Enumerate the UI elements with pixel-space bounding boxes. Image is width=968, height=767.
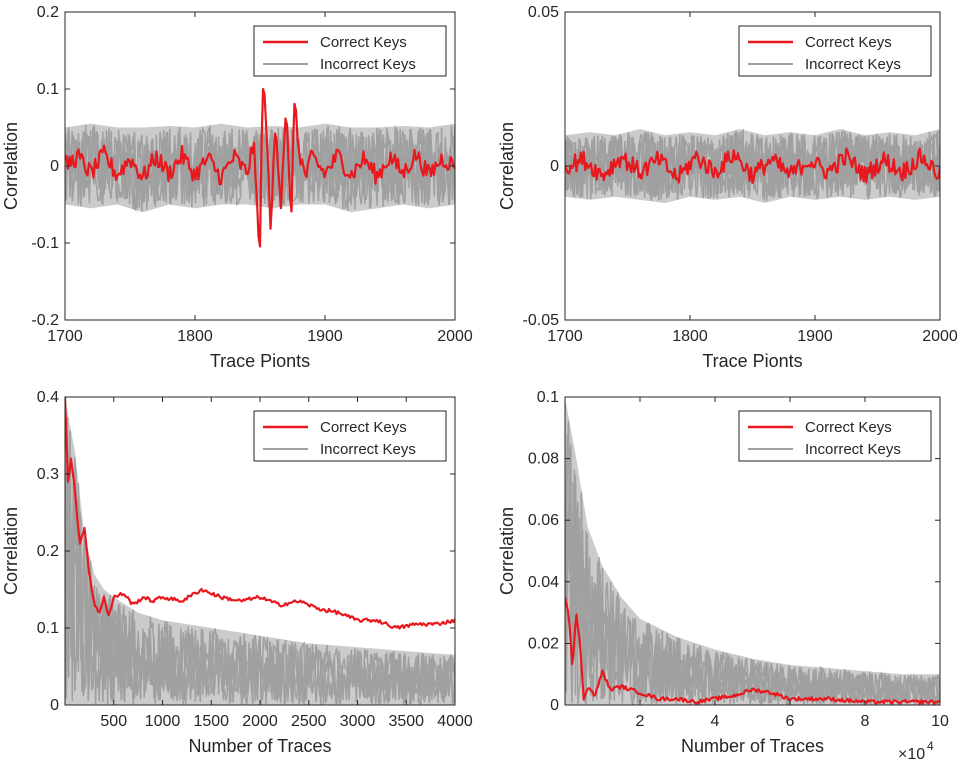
chart-panel-bottom-left: 500 1000 1500 2000 2500 3000 3500 4000 0 0.1 0.2 0.… [1, 389, 473, 756]
x-tick-label: 3000 [340, 713, 376, 730]
x-tick-label: 2000 [922, 328, 958, 345]
correct-keys-line [565, 597, 940, 705]
y-tick-label: -0.1 [31, 235, 59, 252]
legend-correct-label: Correct Keys [320, 34, 407, 51]
y-tick-label: 0 [550, 697, 559, 714]
legend-box [738, 410, 932, 462]
y-tick-label: 0 [50, 158, 59, 175]
x-tick-label: 10 [931, 713, 949, 730]
legend-box [738, 25, 932, 77]
y-tick-label: 0.05 [528, 4, 559, 21]
y-tick-label: 0.3 [37, 466, 59, 483]
incorrect-keys-line [65, 438, 455, 705]
x-tick-label: 1900 [307, 328, 343, 345]
x-tick-label: 2000 [242, 713, 278, 730]
y-tick-label: 0.1 [37, 81, 59, 98]
incorrect-keys-band [565, 397, 940, 705]
legend: Correct Keys Incorrect Keys [253, 25, 447, 77]
y-tick-label: 0.4 [37, 389, 59, 406]
y-axis-label: Correlation [1, 122, 21, 210]
x-tick-label: 1700 [47, 328, 83, 345]
axes-frame [564, 396, 941, 706]
plot-area [65, 397, 455, 705]
chart-panel-top-right: 1700 1800 1900 2000 -0.05 0 0.05 Trace Pionts Co… [497, 4, 958, 371]
x-tick-label: 6 [786, 713, 795, 730]
y-tick-label: 0.08 [528, 451, 559, 468]
legend: Correct Keys Incorrect Keys [738, 25, 932, 77]
x-tick-label: 1500 [193, 713, 229, 730]
legend-incorrect-label: Incorrect Keys [320, 56, 416, 73]
y-tick-label: 0 [50, 697, 59, 714]
legend-box [253, 410, 447, 462]
correct-keys-line [565, 147, 940, 184]
legend-correct-label: Correct Keys [805, 34, 892, 51]
chart-panel-top-left: 1700 1800 1900 2000 -0.2 -0.1 0 0.1 0.2 Trace Pio… [1, 4, 473, 371]
y-tick-label: 0 [550, 158, 559, 175]
x-tick-label: 1800 [672, 328, 708, 345]
x-tick-label: 1800 [177, 328, 213, 345]
y-tick-label: 0.02 [528, 635, 559, 652]
y-tick-label: -0.2 [31, 312, 59, 329]
incorrect-keys-line [565, 420, 940, 705]
incorrect-keys-line [65, 126, 455, 211]
legend-incorrect-label: Incorrect Keys [805, 441, 901, 458]
legend: Correct Keys Incorrect Keys [253, 410, 447, 462]
legend-correct-label: Correct Keys [805, 419, 892, 436]
x-axis-label: Number of Traces [681, 736, 824, 756]
plot-area [565, 397, 940, 705]
legend-box [253, 25, 447, 77]
y-axis-label: Correlation [497, 507, 517, 595]
y-tick-label: 0.1 [37, 620, 59, 637]
y-tick-label: 0.06 [528, 512, 559, 529]
plot-area [565, 128, 940, 203]
correct-keys-line [65, 87, 455, 248]
plot-area [65, 87, 455, 248]
x-tick-label: 2000 [437, 328, 473, 345]
x-tick-label: 8 [861, 713, 870, 730]
correct-keys-line [65, 397, 455, 630]
legend-incorrect-label: Incorrect Keys [320, 441, 416, 458]
incorrect-keys-line [65, 425, 455, 705]
x-axis-label: Trace Pionts [702, 351, 802, 371]
y-tick-label: 0.04 [528, 574, 559, 591]
x-tick-label: 3500 [388, 713, 424, 730]
y-axis-label: Correlation [1, 507, 21, 595]
y-tick-label: 0.2 [37, 4, 59, 21]
x-axis-label: Trace Pionts [210, 351, 310, 371]
x-tick-label: 2500 [291, 713, 327, 730]
x-tick-label: 2 [636, 713, 645, 730]
x-tick-label: 1000 [145, 713, 181, 730]
y-tick-label: -0.05 [523, 312, 560, 329]
x-tick-label: 4000 [437, 713, 473, 730]
x-tick-label: 1900 [797, 328, 833, 345]
x-tick-label: 4 [711, 713, 720, 730]
y-tick-label: 0.1 [537, 389, 559, 406]
legend: Correct Keys Incorrect Keys [738, 410, 932, 462]
x-tick-label: 1700 [547, 328, 583, 345]
x-tick-label: 500 [100, 713, 127, 730]
y-tick-label: 0.2 [37, 543, 59, 560]
y-axis-label: Correlation [497, 122, 517, 210]
x-axis-multiplier: ×10 [898, 746, 925, 763]
x-axis-label: Number of Traces [188, 736, 331, 756]
legend-incorrect-label: Incorrect Keys [805, 56, 901, 73]
legend-correct-label: Correct Keys [320, 419, 407, 436]
x-axis-multiplier-exponent: 4 [927, 739, 934, 753]
